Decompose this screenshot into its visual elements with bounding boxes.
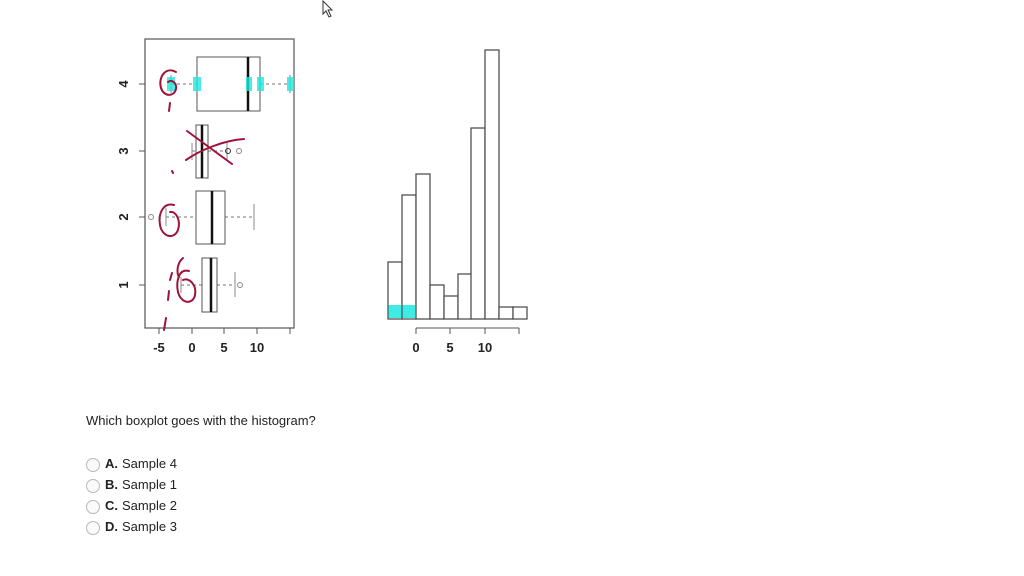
radio-button[interactable]: [86, 479, 100, 493]
option-label: Sample 3: [122, 519, 177, 534]
hist-x-tick: 0: [412, 340, 419, 355]
option-letter: D.: [105, 519, 118, 534]
box-sample-4: [167, 56, 294, 112]
option-a[interactable]: A. Sample 4: [86, 453, 177, 474]
hist-bar: [484, 49, 500, 320]
option-label: Sample 1: [122, 477, 177, 492]
box-x-tick: 0: [188, 340, 195, 355]
hist-bar: [470, 127, 486, 320]
box-y-tick-2: 2: [116, 213, 131, 220]
option-letter: C.: [105, 498, 118, 513]
hist-x-tick: 5: [446, 340, 453, 355]
option-label: Sample 4: [122, 456, 177, 471]
box-y-tick-3: 3: [116, 147, 131, 154]
hist-x-tick: 10: [478, 340, 492, 355]
histogram-panel: 0 5 10: [387, 49, 528, 355]
option-d[interactable]: D. Sample 3: [86, 516, 177, 537]
boxplot-panel: 1 2 3 4 -5 0 5 10: [116, 38, 295, 355]
hist-bar: [457, 273, 473, 320]
hist-bar: [401, 194, 417, 320]
hist-bar: [498, 306, 514, 320]
answer-options: A. Sample 4 B. Sample 1 C. Sample 2 D. S…: [86, 453, 177, 537]
radio-button[interactable]: [86, 500, 100, 514]
box-x-tick: 5: [220, 340, 227, 355]
handwritten-annotations: [158, 69, 245, 331]
box-x-tick: -5: [153, 340, 165, 355]
question-text: Which boxplot goes with the histogram?: [86, 413, 316, 428]
box-y-tick-4: 4: [116, 80, 131, 88]
option-c[interactable]: C. Sample 2: [86, 495, 177, 516]
radio-button[interactable]: [86, 521, 100, 535]
box-y-tick-1: 1: [116, 281, 131, 288]
radio-button[interactable]: [86, 458, 100, 472]
mouse-cursor-icon: [322, 0, 334, 18]
hist-bar: [415, 173, 431, 320]
hist-bar: [512, 306, 528, 320]
box-sample-1: [180, 257, 243, 313]
hist-bar: [443, 295, 459, 320]
option-b[interactable]: B. Sample 1: [86, 474, 177, 495]
option-letter: B.: [105, 477, 118, 492]
hist-bar: [429, 284, 445, 320]
option-letter: A.: [105, 456, 118, 471]
option-label: Sample 2: [122, 498, 177, 513]
box-sample-2: [148, 190, 255, 245]
box-x-tick: 10: [250, 340, 264, 355]
